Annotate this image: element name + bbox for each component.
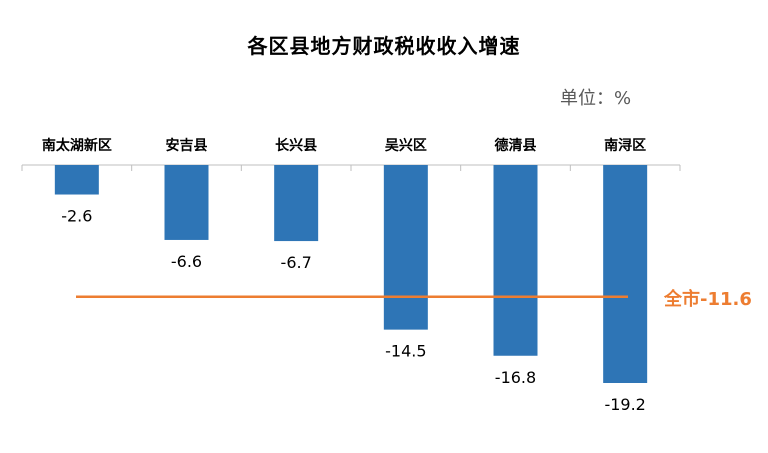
chart-title: 各区县地方财政税收收入增速 (247, 34, 521, 58)
bar-1 (164, 165, 209, 240)
category-label-1: 安吉县 (166, 137, 208, 154)
value-label-3: -14.5 (385, 342, 426, 361)
value-label-4: -16.8 (495, 368, 536, 387)
bar-4 (493, 165, 538, 356)
value-label-5: -19.2 (604, 395, 645, 414)
category-label-3: 吴兴区 (385, 137, 427, 154)
city-average-label: 全市-11.6 (664, 288, 752, 310)
bar-0 (54, 165, 99, 195)
bar-3 (383, 165, 428, 330)
value-label-1: -6.6 (171, 252, 202, 271)
category-label-0: 南太湖新区 (42, 137, 112, 154)
category-label-5: 南浔区 (604, 137, 646, 154)
category-label-4: 德清县 (495, 137, 537, 154)
bar-5 (603, 165, 648, 383)
value-label-0: -2.6 (61, 207, 92, 226)
bar-2 (274, 165, 319, 242)
category-label-2: 长兴县 (275, 137, 317, 154)
unit-label: 单位：% (560, 88, 632, 109)
value-label-2: -6.7 (281, 253, 312, 272)
